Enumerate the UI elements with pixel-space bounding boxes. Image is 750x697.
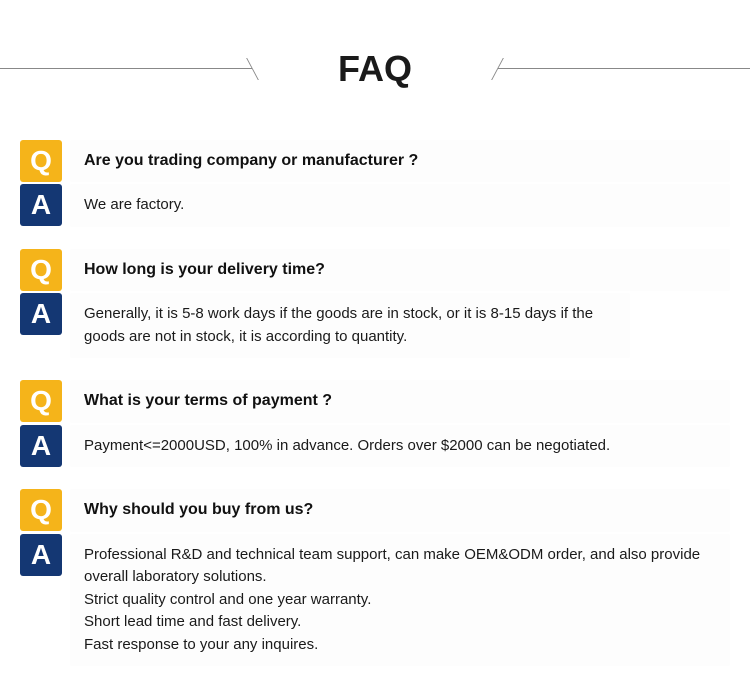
faq-item: Q Are you trading company or manufacture…: [20, 140, 750, 227]
q-badge: Q: [20, 140, 62, 182]
answer-text: Generally, it is 5-8 work days if the go…: [84, 303, 616, 348]
header-section: FAQ: [0, 0, 750, 90]
question-row: Q How long is your delivery time?: [20, 249, 750, 291]
page-title: FAQ: [0, 48, 750, 90]
faq-item: Q How long is your delivery time? A Gene…: [20, 249, 750, 358]
question-text: How long is your delivery time?: [84, 259, 716, 281]
divider-left: [0, 68, 252, 69]
question-text: Are you trading company or manufacturer …: [84, 150, 716, 172]
faq-item: Q Why should you buy from us? A Professi…: [20, 489, 750, 666]
faq-item: Q What is your terms of payment ? A Paym…: [20, 380, 750, 467]
a-badge: A: [20, 425, 62, 467]
divider-right: [498, 68, 750, 69]
q-badge: Q: [20, 249, 62, 291]
answer-text: Payment<=2000USD, 100% in advance. Order…: [84, 435, 716, 458]
answer-row: A Payment<=2000USD, 100% in advance. Ord…: [20, 425, 750, 468]
q-badge: Q: [20, 380, 62, 422]
answer-text: Professional R&D and technical team supp…: [84, 544, 716, 657]
question-row: Q Why should you buy from us?: [20, 489, 750, 531]
question-row: Q Are you trading company or manufacture…: [20, 140, 750, 182]
a-badge: A: [20, 293, 62, 335]
answer-row: A Generally, it is 5-8 work days if the …: [20, 293, 750, 358]
answer-row: A Professional R&D and technical team su…: [20, 534, 750, 667]
question-text: Why should you buy from us?: [84, 499, 716, 521]
question-text: What is your terms of payment ?: [84, 390, 716, 412]
answer-text: We are factory.: [84, 194, 716, 217]
question-row: Q What is your terms of payment ?: [20, 380, 750, 422]
q-badge: Q: [20, 489, 62, 531]
faq-list: Q Are you trading company or manufacture…: [0, 140, 750, 666]
a-badge: A: [20, 184, 62, 226]
a-badge: A: [20, 534, 62, 576]
answer-row: A We are factory.: [20, 184, 750, 227]
